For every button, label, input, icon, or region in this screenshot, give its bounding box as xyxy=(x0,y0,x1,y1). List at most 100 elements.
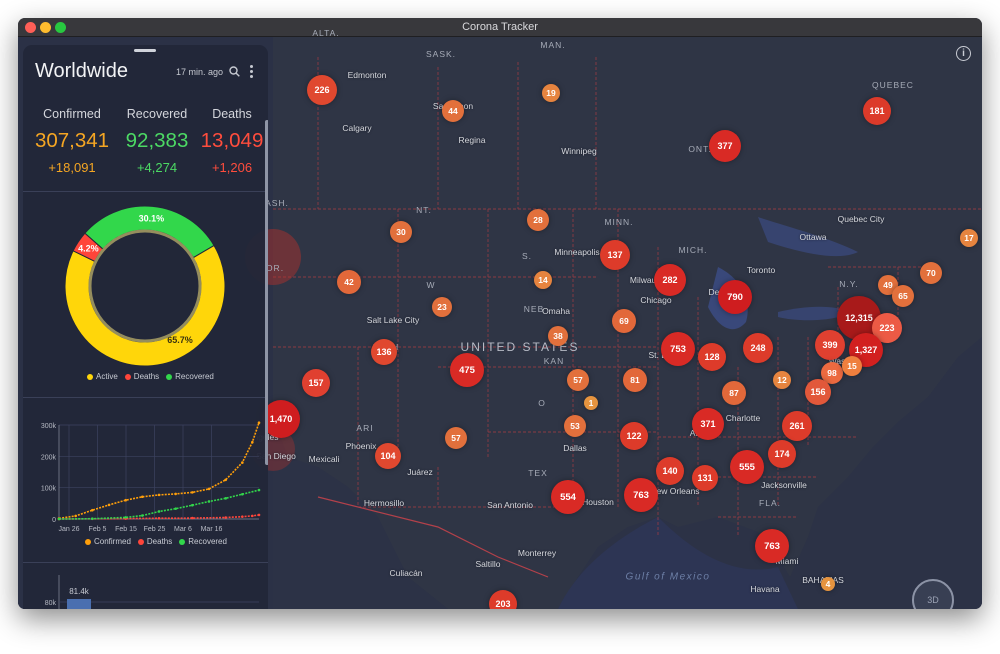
region-label: TEX xyxy=(528,468,548,478)
case-marker[interactable]: 98 xyxy=(821,362,843,384)
case-marker[interactable]: 15 xyxy=(842,356,862,376)
panel-scrollbar[interactable] xyxy=(265,120,268,465)
series-point-recovered xyxy=(57,517,61,521)
case-marker[interactable]: 377 xyxy=(709,130,741,162)
lake-superior xyxy=(758,217,858,257)
case-marker[interactable]: 53 xyxy=(564,415,586,437)
case-marker[interactable]: 14 xyxy=(534,271,552,289)
gulf-water xyxy=(558,517,798,609)
close-window-button[interactable] xyxy=(25,22,36,33)
region-label: MAN. xyxy=(540,40,566,50)
series-point-recovered xyxy=(174,507,177,510)
case-marker[interactable]: 223 xyxy=(872,313,902,343)
city-label: Culiacán xyxy=(389,568,423,578)
legend-item-recovered: Recovered xyxy=(166,372,214,381)
donut-value-label: 4.2% xyxy=(78,243,99,253)
region-label: ARI xyxy=(356,423,374,433)
case-marker[interactable]: 87 xyxy=(722,381,746,405)
city-label: New Orleans xyxy=(650,486,700,496)
city-label: Quebec City xyxy=(837,214,885,224)
more-icon[interactable] xyxy=(250,65,254,78)
case-marker[interactable]: 81 xyxy=(623,368,647,392)
compass-icon[interactable]: 3D xyxy=(912,579,954,609)
case-marker[interactable]: 70 xyxy=(920,262,942,284)
case-marker[interactable]: 122 xyxy=(620,422,648,450)
series-point-confirmed xyxy=(224,478,227,482)
case-marker[interactable]: 174 xyxy=(768,440,796,468)
city-label: Winnipeg xyxy=(561,146,597,156)
case-marker[interactable]: 140 xyxy=(656,457,684,485)
case-marker[interactable]: 136 xyxy=(371,339,397,365)
y-tick-label: 200k xyxy=(41,454,57,461)
series-line-confirmed xyxy=(58,422,260,520)
case-marker[interactable]: 65 xyxy=(892,285,914,307)
series-point-deaths xyxy=(241,515,244,518)
case-marker[interactable]: 42 xyxy=(337,270,361,294)
case-marker[interactable]: 12 xyxy=(773,371,791,389)
recovered-label: Recovered xyxy=(126,107,188,121)
case-marker[interactable]: 23 xyxy=(432,297,452,317)
bar xyxy=(67,599,91,609)
legend-item-active: Active xyxy=(87,372,118,381)
case-marker[interactable]: 1,470 xyxy=(262,400,300,438)
case-marker[interactable]: 753 xyxy=(661,332,695,366)
case-marker[interactable]: 763 xyxy=(755,529,789,563)
case-marker[interactable]: 763 xyxy=(624,478,658,512)
case-marker[interactable]: 475 xyxy=(450,353,484,387)
case-marker[interactable]: 128 xyxy=(698,343,726,371)
x-tick-label: Mar 6 xyxy=(174,526,192,533)
y-tick-label: 0 xyxy=(52,517,56,524)
case-marker[interactable]: 17 xyxy=(960,229,978,247)
case-marker[interactable]: 261 xyxy=(782,411,812,441)
case-marker[interactable]: 554 xyxy=(551,480,585,514)
region-label: N.Y. xyxy=(839,279,859,289)
case-marker[interactable]: 57 xyxy=(445,427,467,449)
case-marker[interactable]: 203 xyxy=(489,590,517,609)
info-icon[interactable]: i xyxy=(956,46,971,61)
region-label: NT. xyxy=(416,205,432,215)
series-line-recovered xyxy=(58,489,260,520)
region-label: SASK. xyxy=(425,49,457,59)
minimize-window-button[interactable] xyxy=(40,22,51,33)
city-label: Phoenix xyxy=(345,441,377,451)
case-marker[interactable]: 157 xyxy=(302,369,330,397)
lake-ontario xyxy=(778,306,853,321)
case-marker[interactable]: 44 xyxy=(442,100,464,122)
case-marker[interactable]: 30 xyxy=(390,221,412,243)
donut-value-label: 65.7% xyxy=(167,335,193,345)
case-marker[interactable]: 38 xyxy=(548,326,568,346)
maximize-window-button[interactable] xyxy=(55,22,66,33)
bar-chart: 80k 81.4k xyxy=(45,575,259,609)
region-label: KAN xyxy=(543,356,565,366)
case-marker[interactable]: 790 xyxy=(718,280,752,314)
series-point-recovered xyxy=(191,503,194,507)
case-marker[interactable]: 181 xyxy=(863,97,891,125)
case-marker[interactable]: 1 xyxy=(584,396,598,410)
series-point-confirmed xyxy=(241,461,244,464)
series-line-deaths xyxy=(58,514,260,520)
case-marker[interactable]: 371 xyxy=(692,408,724,440)
case-marker[interactable]: 156 xyxy=(805,379,831,405)
case-marker[interactable]: 104 xyxy=(375,443,401,469)
case-marker[interactable]: 137 xyxy=(600,240,630,270)
case-marker[interactable]: 131 xyxy=(692,465,718,491)
case-marker[interactable]: 399 xyxy=(815,330,845,360)
confirmed-value: 307,341 xyxy=(34,129,110,152)
case-marker[interactable]: 226 xyxy=(307,75,337,105)
city-label: Milwaukee xyxy=(629,275,671,285)
case-marker[interactable]: 57 xyxy=(567,369,589,391)
search-icon[interactable] xyxy=(229,66,240,77)
case-marker[interactable]: 1,327 xyxy=(849,333,883,367)
panel-grabber[interactable] xyxy=(134,49,156,52)
city-label: Monterrey xyxy=(517,548,557,558)
case-marker[interactable]: 69 xyxy=(612,309,636,333)
series-point-deaths xyxy=(251,514,254,518)
case-marker[interactable]: 19 xyxy=(542,84,560,102)
case-marker[interactable]: 555 xyxy=(730,450,764,484)
city-label: Minneapolis xyxy=(554,247,600,257)
region-label: ONT. xyxy=(688,144,712,154)
case-marker[interactable]: 248 xyxy=(743,333,773,363)
case-marker[interactable]: 282 xyxy=(654,264,686,296)
case-marker[interactable]: 28 xyxy=(527,209,549,231)
case-marker[interactable]: 4 xyxy=(821,577,835,591)
